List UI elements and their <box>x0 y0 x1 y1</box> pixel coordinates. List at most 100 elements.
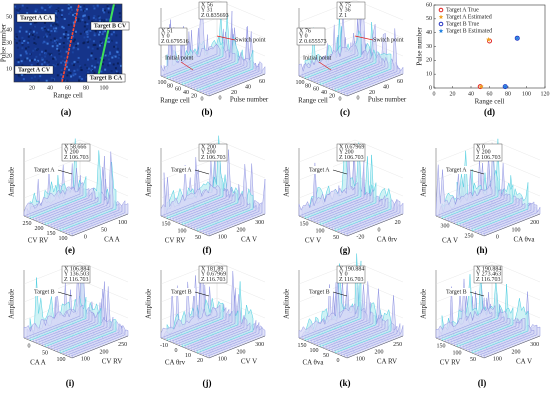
speckle <box>99 19 102 22</box>
speckle <box>15 58 18 61</box>
y-tick-label: 60 <box>397 79 403 85</box>
speckle <box>67 5 70 8</box>
y-tick-label: 40 <box>426 30 432 36</box>
speckle <box>71 51 74 54</box>
datatip-text: Z 116.703 <box>476 277 500 283</box>
speckle <box>43 25 46 28</box>
surface-row <box>160 177 218 217</box>
annotation-box <box>14 65 54 75</box>
speckle <box>65 31 68 34</box>
speckle <box>103 11 106 14</box>
track <box>61 3 80 83</box>
speckle <box>35 21 38 24</box>
panel-label: (a) <box>61 107 72 117</box>
speckle <box>37 79 40 82</box>
datatip-text: Z 106.703 <box>64 155 89 161</box>
speckle <box>112 31 115 34</box>
speckle <box>61 60 64 63</box>
speckle <box>62 33 65 36</box>
speckle <box>48 33 51 36</box>
datatip-text: Z 0.679516 <box>161 39 189 45</box>
speckle <box>70 75 73 78</box>
speckle <box>56 39 59 42</box>
speckle <box>17 61 20 64</box>
speckle <box>44 33 47 36</box>
y-tick-label: 60 <box>259 79 265 85</box>
datatip-box <box>336 143 366 162</box>
floor-edge <box>208 213 266 237</box>
speckle <box>55 16 58 19</box>
wall-grid <box>23 261 129 285</box>
x-tick-label: 100 <box>158 80 167 86</box>
annotation-arrow <box>332 291 348 297</box>
speckle <box>107 40 110 43</box>
speckle <box>53 22 56 25</box>
speckle <box>92 44 95 47</box>
speckle <box>77 42 80 45</box>
speckle <box>30 77 33 80</box>
datatip-text: X 0.67969 <box>339 144 364 150</box>
y-tick-label: 40 <box>383 85 389 91</box>
speckle <box>84 30 87 33</box>
speckle <box>60 69 63 72</box>
speckle <box>115 41 118 44</box>
speckle <box>92 40 95 43</box>
annotation: Target B <box>446 289 467 295</box>
speckle <box>72 74 75 77</box>
x-tick-label: 80 <box>305 83 311 89</box>
floor-edge <box>346 335 404 359</box>
speckle <box>15 9 18 12</box>
x-tick-label: 150 <box>437 344 446 350</box>
datatip-text: Z 116.703 <box>339 277 363 283</box>
speckle <box>25 47 28 50</box>
speckle <box>56 74 59 77</box>
surface-row <box>160 275 218 339</box>
floor-edge <box>298 75 348 97</box>
speckle <box>56 21 59 24</box>
speckle <box>67 71 70 74</box>
annotation-box <box>169 166 195 174</box>
speckle <box>107 37 110 40</box>
speckle <box>115 70 118 73</box>
speckle <box>103 19 106 22</box>
speckle <box>72 72 75 75</box>
x-tick-label: 60 <box>65 85 71 91</box>
panel-label: (i) <box>66 378 75 388</box>
x-tick-label: 250 <box>23 221 32 227</box>
x-axis-label: Range cell <box>160 97 190 105</box>
wall-grid <box>23 139 129 163</box>
annotation: Target B <box>171 289 192 295</box>
speckle <box>100 19 103 22</box>
legend-box <box>436 6 486 14</box>
legend-marker <box>438 14 444 19</box>
speckle <box>43 40 46 43</box>
speckle <box>67 23 70 26</box>
x-tick-label: 50 <box>333 235 339 241</box>
x-tick-label: 40 <box>47 85 53 91</box>
wall-grid <box>298 261 404 285</box>
speckle <box>27 35 30 38</box>
annotation: Target A <box>34 167 55 173</box>
speckle <box>77 18 80 21</box>
x-tick-label: 50 <box>42 350 48 356</box>
speckle <box>118 15 121 18</box>
speckle <box>117 56 120 59</box>
x-tick-label: 250 <box>465 233 474 239</box>
speckle <box>32 49 35 52</box>
legend-marker <box>438 21 444 27</box>
speckle <box>86 66 89 69</box>
datatip-box <box>198 265 228 284</box>
floor-edge <box>71 335 129 359</box>
datatip-text: X 190.884 <box>339 266 364 272</box>
speckle <box>57 7 60 10</box>
speckle <box>80 69 83 72</box>
speckle <box>57 49 60 52</box>
point <box>514 35 520 41</box>
datatip-text: Z 106.703 <box>339 155 364 161</box>
legend-box <box>436 13 486 21</box>
speckle <box>60 61 63 64</box>
speckle <box>54 17 57 20</box>
speckle <box>77 48 80 51</box>
speckle <box>67 30 70 33</box>
speckle <box>116 51 119 54</box>
